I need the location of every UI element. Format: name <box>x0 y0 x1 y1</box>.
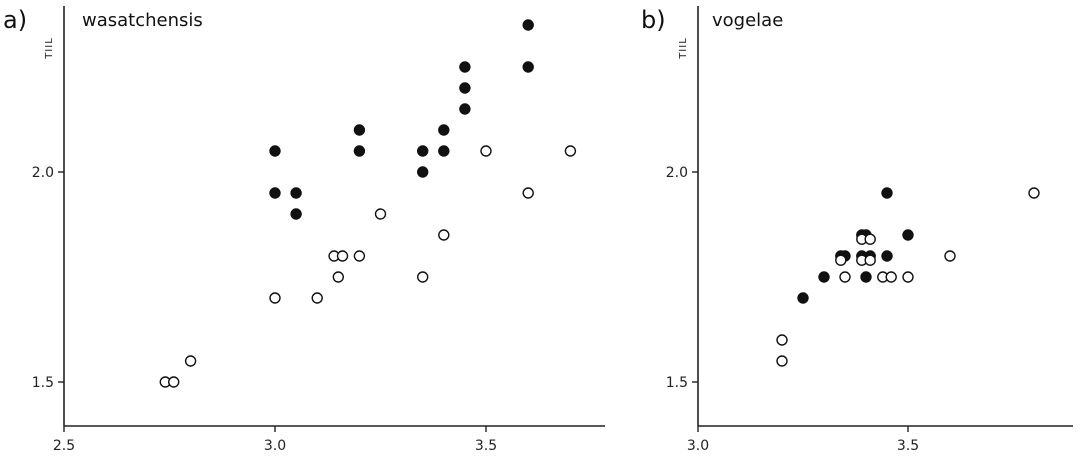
filled-point <box>438 124 450 136</box>
filled-point <box>417 166 429 178</box>
filled-point <box>881 250 893 262</box>
open-point <box>776 334 788 346</box>
filled-point <box>459 82 471 94</box>
panel-label: a) <box>3 6 27 34</box>
filled-point <box>290 208 302 220</box>
filled-point <box>353 124 366 136</box>
filled-point <box>522 61 534 73</box>
open-point <box>438 229 450 241</box>
filled-point <box>881 187 893 199</box>
open-point <box>864 254 876 266</box>
x-tick-label: 3.0 <box>264 438 286 454</box>
filled-point <box>797 292 809 304</box>
panel-title: wasatchensis <box>82 10 203 31</box>
filled-point <box>818 271 830 283</box>
y-tick-label: 1.5 <box>666 375 688 391</box>
filled-point <box>269 145 281 157</box>
open-point <box>332 271 344 283</box>
open-point <box>864 233 876 245</box>
x-tick-label: 2.5 <box>53 438 75 454</box>
open-point <box>184 355 197 367</box>
open-point <box>1028 187 1040 199</box>
open-point <box>564 145 577 157</box>
y-tick-label: 2.0 <box>666 165 688 181</box>
open-point <box>417 271 429 283</box>
open-point <box>480 145 492 157</box>
open-point <box>168 376 180 388</box>
filled-point <box>353 145 366 157</box>
chart-panel-a: 1.5 2.0 2.5 3.0 3.5 a) wasatchensis TIIL <box>3 6 605 454</box>
chart-panel-b: 1.5 2.0 3.0 3.5 b) vogelae TIIL <box>641 6 1073 454</box>
open-point <box>944 250 956 262</box>
x-tick-label: 3.0 <box>687 438 709 454</box>
filled-point <box>860 271 872 283</box>
panel-title: vogelae <box>712 10 783 31</box>
open-point <box>885 271 897 283</box>
y-tick-label: 2.0 <box>32 165 54 181</box>
open-point <box>522 187 534 199</box>
open-point <box>839 271 851 283</box>
filled-point <box>902 229 914 241</box>
open-point <box>353 250 366 262</box>
open-point <box>902 271 914 283</box>
y-axis-label: TIIL <box>678 37 689 60</box>
open-point <box>269 292 281 304</box>
x-tick-label: 3.5 <box>897 438 919 454</box>
filled-point <box>459 61 471 73</box>
filled-point <box>438 145 450 157</box>
x-tick-label: 3.5 <box>475 438 497 454</box>
open-point <box>835 254 847 266</box>
filled-point <box>522 19 534 31</box>
open-point <box>311 292 323 304</box>
open-point <box>374 208 387 220</box>
filled-point <box>290 187 302 199</box>
y-axis-label: TIIL <box>44 37 55 60</box>
filled-point <box>459 103 471 115</box>
open-point <box>776 355 788 367</box>
y-tick-label: 1.5 <box>32 375 54 391</box>
panel-label: b) <box>641 6 666 34</box>
filled-point <box>417 145 429 157</box>
filled-point <box>269 187 281 199</box>
open-point <box>336 250 349 262</box>
